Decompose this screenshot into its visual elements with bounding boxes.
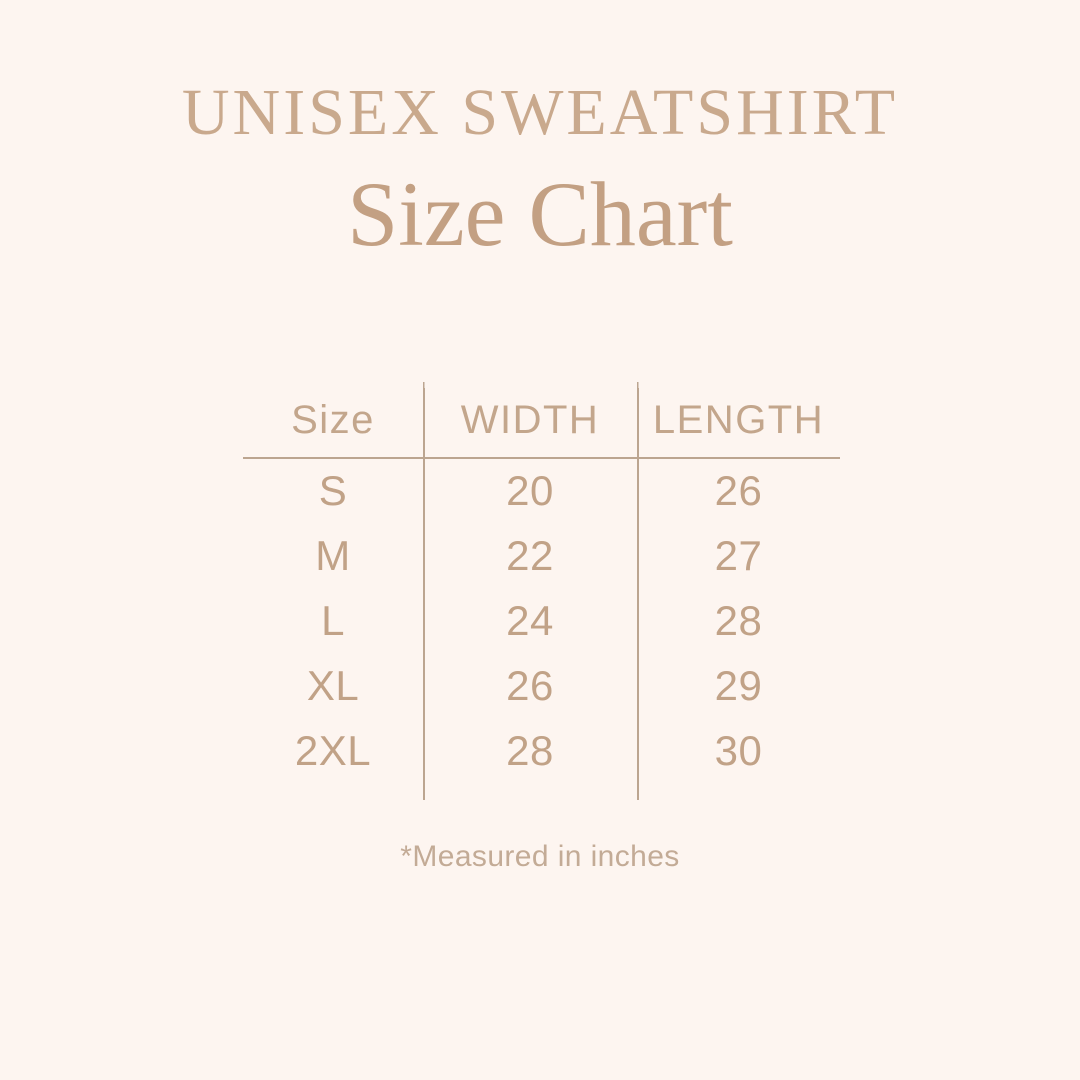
- cell-size: L: [321, 596, 345, 644]
- size-table-container: Size WIDTH LENGTH S 20 26 M 22 27 L: [243, 382, 840, 802]
- cell-length: 27: [637, 523, 840, 588]
- column-divider-1: [423, 388, 425, 800]
- header-divider-rule: [243, 457, 840, 459]
- table-header: Size WIDTH LENGTH: [243, 382, 840, 458]
- table-row: L 24 28: [243, 588, 840, 653]
- cell-size: XL: [306, 661, 360, 709]
- cell-width: 24: [423, 588, 637, 653]
- cell-size: S: [318, 466, 348, 514]
- cell-width: 20: [423, 458, 637, 523]
- cell-length: 29: [637, 653, 840, 718]
- cell-size: 2XL: [294, 726, 372, 774]
- cell-width: 22: [423, 523, 637, 588]
- cell-width: 26: [423, 653, 637, 718]
- table-row: M 22 27: [243, 523, 840, 588]
- cell-size: M: [315, 531, 351, 579]
- cell-width: 28: [423, 718, 637, 783]
- column-header-size: Size: [291, 397, 375, 442]
- page-subtitle: Size Chart: [347, 163, 733, 265]
- size-table: Size WIDTH LENGTH S 20 26 M 22 27 L: [243, 382, 840, 783]
- measurement-footnote: *Measured in inches: [400, 840, 680, 873]
- cell-length: 30: [637, 718, 840, 783]
- table-row: XL 26 29: [243, 653, 840, 718]
- page-title: UNISEX SWEATSHIRT: [181, 76, 899, 149]
- table-body: S 20 26 M 22 27 L 24 28 XL 26 29: [243, 458, 840, 783]
- cell-length: 26: [637, 458, 840, 523]
- cell-length: 28: [637, 588, 840, 653]
- table-row: S 20 26: [243, 458, 840, 523]
- table-row: 2XL 28 30: [243, 718, 840, 783]
- column-header-length: LENGTH: [637, 382, 840, 458]
- column-divider-2: [637, 388, 639, 800]
- table-header-row: Size WIDTH LENGTH: [243, 382, 840, 458]
- column-header-width: WIDTH: [423, 382, 637, 458]
